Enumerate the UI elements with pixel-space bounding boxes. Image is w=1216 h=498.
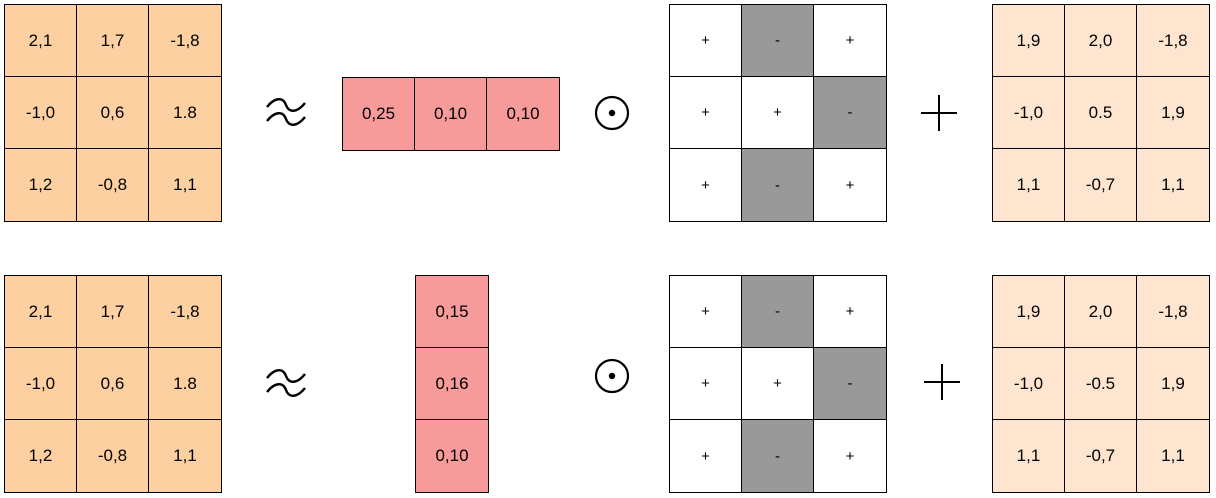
matrix-cell: 1,1 — [993, 149, 1065, 221]
matrix-cell: -0,7 — [1065, 420, 1137, 492]
approx-icon — [266, 369, 306, 397]
sign-cell: - — [742, 5, 814, 77]
scale-cell: 0,25 — [343, 78, 415, 150]
sign-cell: + — [670, 420, 742, 492]
row2-input-matrix: 2,1 1,7 -1,8 -1,0 0,6 1.8 1,2 -0,8 1,1 — [4, 275, 222, 493]
matrix-cell: 1,9 — [993, 276, 1065, 348]
matrix-cell: 2,1 — [5, 5, 77, 77]
sign-cell: + — [814, 5, 886, 77]
sign-cell: + — [814, 420, 886, 492]
matrix-cell: -0,8 — [77, 420, 149, 492]
matrix-cell: -0,7 — [1065, 149, 1137, 221]
scale-cell: 0,15 — [416, 276, 488, 348]
sign-cell: + — [742, 77, 814, 149]
matrix-cell: 2,1 — [5, 276, 77, 348]
row1-sign-matrix: + - + + + - + - + — [669, 4, 887, 222]
sign-cell: - — [814, 348, 886, 420]
sign-cell: + — [670, 77, 742, 149]
matrix-cell: -1,8 — [1137, 276, 1209, 348]
sign-cell: + — [670, 348, 742, 420]
row1-offset-matrix: 1,9 2,0 -1,8 -1,0 0.5 1,9 1,1 -0,7 1,1 — [992, 4, 1210, 222]
matrix-cell: 1,7 — [77, 276, 149, 348]
matrix-cell: 1,1 — [1137, 149, 1209, 221]
circled-dot-icon — [594, 95, 630, 131]
matrix-cell: -0,8 — [77, 149, 149, 221]
matrix-cell: 1,9 — [1137, 77, 1209, 149]
sign-cell: + — [670, 5, 742, 77]
sign-cell: + — [742, 348, 814, 420]
hadamard-symbol — [588, 352, 636, 400]
scale-cell: 0,10 — [487, 78, 559, 150]
matrix-cell: -1,0 — [5, 77, 77, 149]
matrix-cell: 1,1 — [149, 149, 221, 221]
matrix-cell: 0,6 — [77, 77, 149, 149]
matrix-cell: 1.8 — [149, 77, 221, 149]
hadamard-symbol — [588, 89, 636, 137]
scale-cell: 0,10 — [415, 78, 487, 150]
sign-cell: + — [814, 149, 886, 221]
scale-cell: 0,10 — [416, 420, 488, 492]
approx-symbol — [262, 84, 310, 140]
matrix-cell: 1,1 — [1137, 420, 1209, 492]
matrix-cell: -1,8 — [149, 5, 221, 77]
row2-offset-matrix: 1,9 2,0 -1,8 -1,0 -0.5 1,9 1,1 -0,7 1,1 — [992, 275, 1210, 493]
plus-icon — [921, 95, 957, 131]
row2-sign-matrix: + - + + + - + - + — [669, 275, 887, 493]
matrix-cell: -1,0 — [993, 348, 1065, 420]
matrix-cell: 1,9 — [993, 5, 1065, 77]
matrix-cell: 0,6 — [77, 348, 149, 420]
matrix-cell: -0.5 — [1065, 348, 1137, 420]
matrix-cell: -1,0 — [5, 348, 77, 420]
sign-cell: + — [670, 149, 742, 221]
sign-cell: - — [742, 149, 814, 221]
row1-input-matrix: 2,1 1,7 -1,8 -1,0 0,6 1.8 1,2 -0,8 1,1 — [4, 4, 222, 222]
sign-cell: - — [742, 420, 814, 492]
matrix-cell: 1,1 — [149, 420, 221, 492]
sign-cell: - — [814, 77, 886, 149]
matrix-cell: 1,7 — [77, 5, 149, 77]
approx-icon — [266, 98, 306, 126]
row2-scale-vector: 0,15 0,16 0,10 — [415, 275, 489, 493]
plus-icon — [924, 364, 960, 400]
matrix-cell: 2,0 — [1065, 5, 1137, 77]
scale-cell: 0,16 — [416, 348, 488, 420]
matrix-cell: -1,8 — [1137, 5, 1209, 77]
matrix-cell: 1,2 — [5, 149, 77, 221]
matrix-cell: 1,9 — [1137, 348, 1209, 420]
sign-cell: + — [814, 276, 886, 348]
matrix-cell: 1,2 — [5, 420, 77, 492]
matrix-cell: -1,8 — [149, 276, 221, 348]
matrix-cell: 1,1 — [993, 420, 1065, 492]
plus-symbol — [917, 357, 967, 407]
matrix-cell: 2,0 — [1065, 276, 1137, 348]
matrix-cell: 0.5 — [1065, 77, 1137, 149]
row1-scale-vector: 0,25 0,10 0,10 — [342, 77, 560, 151]
approx-symbol — [262, 355, 310, 411]
plus-symbol — [914, 88, 964, 138]
circled-dot-icon — [594, 358, 630, 394]
sign-cell: - — [742, 276, 814, 348]
matrix-cell: -1,0 — [993, 77, 1065, 149]
sign-cell: + — [670, 276, 742, 348]
matrix-cell: 1.8 — [149, 348, 221, 420]
